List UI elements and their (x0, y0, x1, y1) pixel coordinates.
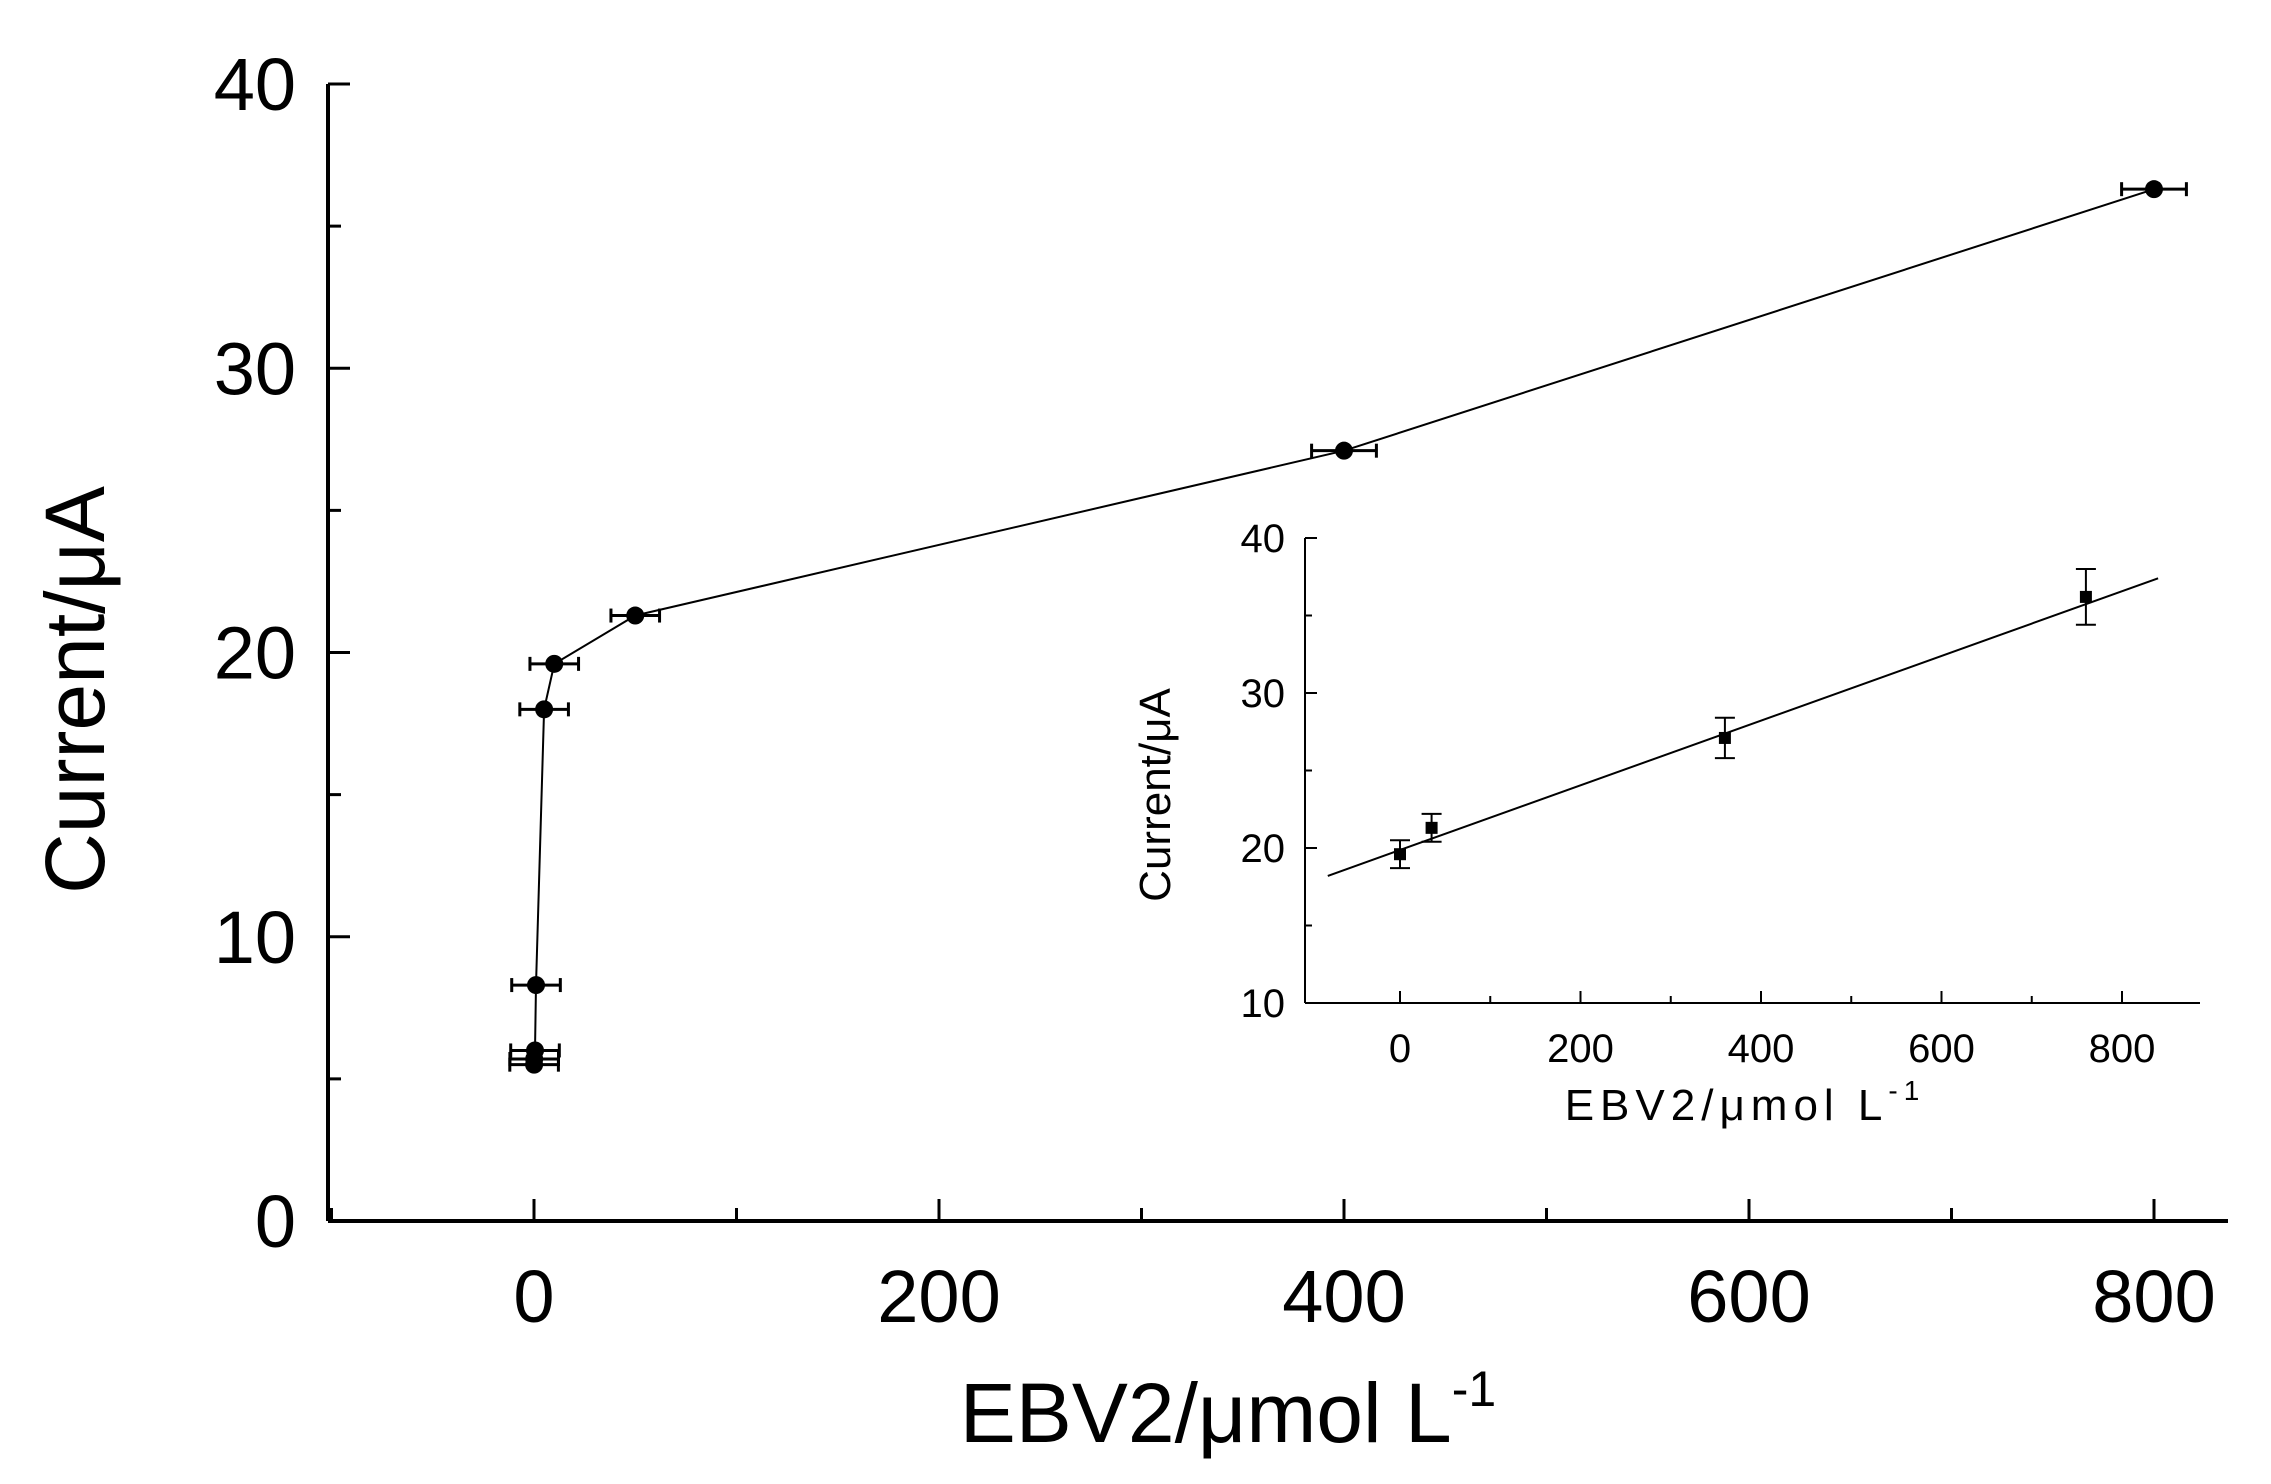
inset-y-tick-label: 30 (1241, 672, 1286, 716)
main-y-tick-label: 0 (255, 1180, 296, 1263)
inset-x-tick-label: 400 (1728, 1027, 1795, 1071)
main-series-path (533, 188, 2155, 1065)
inset-y-tick-label: 10 (1241, 982, 1286, 1026)
main-error-bars (508, 182, 2188, 1072)
main-x-tick-label: 600 (1687, 1255, 1810, 1338)
inset-data-point (1425, 821, 1438, 834)
inset-fit-path (1327, 577, 2159, 877)
inset-panel: 0 200 400 600 800 10 20 30 40 EBV2/μmol L-1 Curr… (1131, 517, 2200, 1130)
main-data-point (526, 1041, 545, 1060)
inset-y-tick-label: 20 (1241, 827, 1286, 871)
main-y-axis-label: Current/μA (28, 486, 122, 894)
inset-axes (1304, 538, 2200, 1004)
inset-data-point (1394, 848, 1406, 861)
main-x-tick-label: 0 (513, 1255, 554, 1338)
inset-x-axis-label-sup: -1 (1888, 1075, 1925, 1106)
inset-x-tick-label: 600 (1908, 1027, 1975, 1071)
main-x-tick-label: 200 (877, 1255, 1000, 1338)
inset-fit-line (1327, 577, 2159, 877)
main-data-point (527, 976, 546, 995)
inset-y-tick-label: 40 (1241, 517, 1286, 561)
main-data-point (1335, 441, 1353, 460)
main-x-tick-label: 400 (1282, 1255, 1405, 1338)
main-series-line (533, 188, 2155, 1065)
inset-x-axis-label: EBV2/μmol L-1 (1565, 1075, 1926, 1130)
main-x-tick-label: 800 (2092, 1255, 2215, 1338)
main-y-tick-label: 30 (214, 327, 296, 410)
inset-ticks (1305, 537, 2123, 1004)
main-data-point (535, 700, 554, 719)
inset-error-bars (1390, 568, 2096, 870)
main-ticks (328, 82, 2156, 1223)
main-data-point (545, 654, 564, 673)
inset-tick-labels: 0 200 400 600 800 10 20 30 40 (1241, 517, 2156, 1071)
main-y-tick-label: 40 (214, 43, 296, 126)
inset-x-tick-label: 0 (1389, 1027, 1411, 1071)
main-y-tick-label: 20 (214, 612, 296, 695)
inset-data-point (2079, 590, 2092, 603)
inset-x-tick-label: 200 (1547, 1027, 1614, 1071)
main-data-points (525, 180, 2163, 1074)
inset-x-axis-label-text: EBV2/μmol L (1565, 1081, 1889, 1130)
main-data-point (626, 606, 645, 625)
main-x-axis-label-sup: -1 (1452, 1361, 1496, 1417)
main-x-axis-label: EBV2/μmol L-1 (960, 1361, 1496, 1460)
main-data-point (2145, 180, 2163, 199)
inset-x-tick-label: 800 (2089, 1027, 2156, 1071)
main-y-tick-label: 10 (214, 896, 296, 979)
inset-data-points (1394, 590, 2092, 861)
inset-data-point (1718, 731, 1731, 744)
inset-y-axis-label: Current/μA (1131, 688, 1180, 902)
main-x-axis-label-text: EBV2/μmol L (960, 1366, 1452, 1460)
